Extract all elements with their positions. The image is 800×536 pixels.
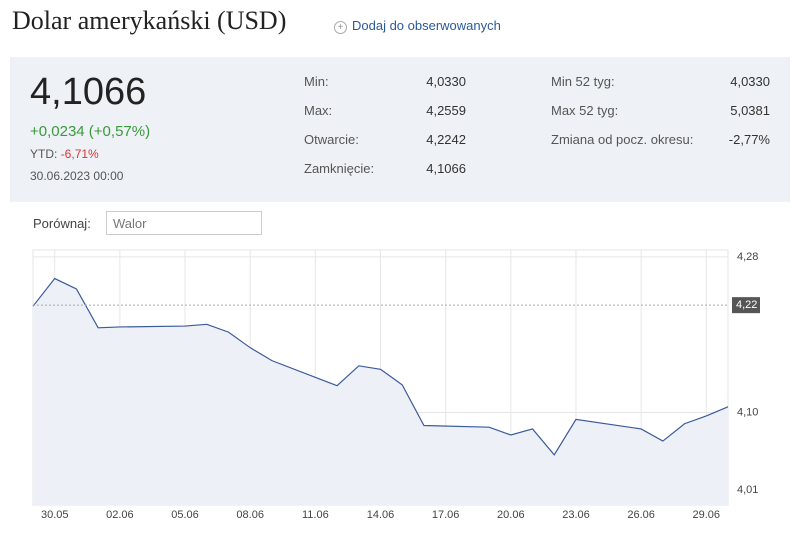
ytd-label: YTD:: [30, 147, 58, 161]
stat-value: 5,0381: [730, 103, 770, 118]
y-tick-label: 4,01: [737, 484, 758, 496]
x-tick-label: 02.06: [106, 509, 134, 521]
ytd-value: -6,71%: [60, 147, 99, 161]
datetime: 30.06.2023 00:00: [30, 169, 124, 183]
stat-value: 4,0330: [730, 74, 770, 89]
stat-value: -2,77%: [728, 132, 770, 147]
follow-text: Dodaj do obserwowanych: [352, 18, 501, 33]
quote-panel: 4,1066 +0,0234 (+0,57%) YTD: -6,71% 30.0…: [10, 57, 790, 202]
stat-label: Min:: [304, 74, 329, 89]
ytd: YTD: -6,71%: [30, 147, 99, 161]
reference-badge: [732, 297, 760, 314]
stat-label: Min 52 tyg:: [551, 74, 615, 89]
stat-label: Zmiana od pocz. okresu:: [551, 132, 694, 147]
y-tick-label: 4,10: [737, 406, 758, 418]
stat-label: Max 52 tyg:: [551, 103, 619, 118]
area: [33, 278, 728, 505]
x-tick-label: 14.06: [367, 509, 395, 521]
stat-value: 4,0330: [426, 74, 466, 89]
x-tick-label: 08.06: [236, 509, 264, 521]
stat-label: Max:: [304, 103, 333, 118]
follow-button[interactable]: + Dodaj do obserwowanych: [334, 18, 501, 34]
line: [32, 277, 729, 456]
compare-input[interactable]: Walor: [106, 211, 262, 235]
x-tick-label: 30.05: [41, 509, 69, 521]
stat-label: Otwarcie:: [304, 132, 359, 147]
x-tick-label: 26.06: [627, 509, 655, 521]
reference-label: 4,22: [736, 299, 757, 311]
stat-value: 4,1066: [426, 161, 466, 176]
x-tick-label: 11.06: [302, 509, 329, 521]
x-tick-label: 20.06: [497, 509, 525, 521]
change: +0,0234 (+0,57%): [30, 123, 151, 140]
price: 4,1066: [30, 71, 147, 113]
title: Dolar amerykański (USD): [12, 6, 287, 35]
stat-value: 4,2242: [426, 132, 466, 147]
x-tick-label: 17.06: [432, 509, 460, 521]
stat-value: 4,2559: [426, 103, 466, 118]
x-tick-label: 23.06: [562, 509, 590, 521]
x-tick-label: 05.06: [171, 509, 199, 521]
stat-label: Zamknięcie:: [304, 161, 375, 176]
compare-label: Porównaj:: [33, 216, 91, 231]
y-tick-label: 4,28: [737, 251, 758, 263]
x-tick-label: 29.06: [693, 509, 721, 521]
